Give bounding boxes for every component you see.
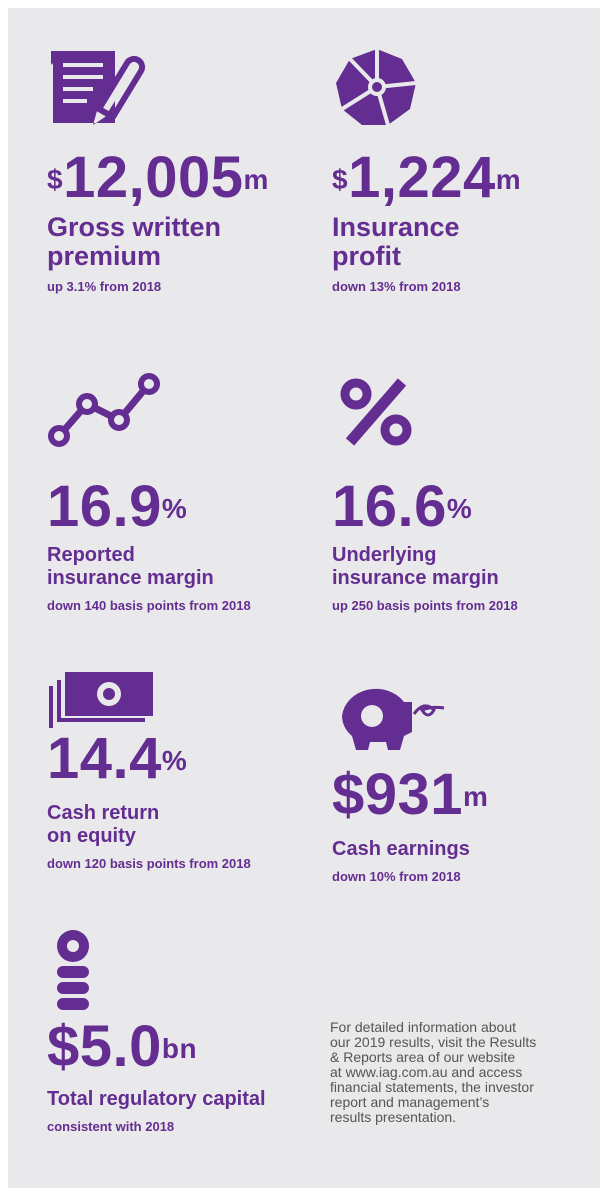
text: insurance margin [47,567,214,589]
text: insurance margin [332,567,499,589]
text: profit [332,241,401,271]
text: Gross written [47,212,222,242]
text: premium [47,241,162,271]
icon-document [51,51,146,125]
label: Reported insurance margin [47,544,251,590]
icon-line-chart [48,373,160,447]
text: 1,224 [348,145,496,210]
text: Cash return [47,802,160,824]
text: Underlying [332,544,437,566]
note: For detailed information about our 2019 r… [330,1020,570,1125]
icon-coins [57,930,89,1010]
icon-piggy-bank [342,688,445,750]
text: at www.iag.com.au and access [330,1064,523,1080]
label: Total regulatory capital [47,1088,266,1111]
text: 16.9 [47,474,162,539]
change: consistent with 2018 [47,1119,175,1134]
text: financial statements, the investor [330,1079,534,1095]
text: $5.0 [47,1014,162,1079]
stat-profit: $1,224m Insurance profit down 13% from 20… [332,45,521,294]
text: $ [47,164,64,195]
value: $931m [332,764,488,826]
panel [8,8,600,1188]
label: Cash earnings [332,838,488,861]
text: For detailed information about [330,1019,516,1035]
label: Gross written premium [47,213,269,271]
text: results presentation. [330,1109,457,1125]
text: bn [161,1033,198,1064]
change: down 120 basis points from 2018 [47,856,251,871]
stat-capital: $5.0bn Total regulatory capital consiste… [47,928,266,1134]
text: Cash earnings [332,838,470,860]
value: 14.4% [47,728,251,790]
value: 16.6% [332,476,518,538]
text: Total regulatory capital [47,1088,266,1110]
stat-reported-margin: 16.9% Reported insurance margin down 140 … [47,372,251,613]
stat-underlying-margin: 16.6% Underlying insurance margin up 250 … [332,372,518,613]
stat-cash-roe: 14.4% Cash return on equity down 120 basi… [47,668,251,871]
icon-umbrella [336,49,417,126]
text: m [243,164,269,195]
text: Reported [47,544,135,566]
value: $12,005m [47,147,269,209]
text: 12,005 [63,145,244,210]
label: Cash return on equity [47,802,251,848]
text: our 2019 results, visit the Results [330,1034,537,1050]
value: 16.9% [47,476,251,538]
value: $1,224m [332,147,521,209]
text: $ [332,164,349,195]
text: % [161,493,188,524]
text: Insurance [332,212,460,242]
text: m [495,164,522,195]
text: % [446,493,473,524]
change: up 3.1% from 2018 [47,279,162,294]
stat-cash-earnings: $931m Cash earnings down 10% from 2018 [332,680,488,884]
icon-cash [49,672,153,728]
text: 14.4 [47,726,162,791]
icon-percent [340,378,412,446]
text: 16.6 [332,474,447,539]
text: & Reports area of our website [330,1049,516,1065]
label: Insurance profit [332,213,521,271]
value: $5.0bn [47,1016,266,1078]
text: $931 [332,762,464,827]
stat-gwp: $12,005m Gross written premium up 3.1% fr… [47,45,269,294]
text: m [463,781,489,812]
label: Underlying insurance margin [332,544,518,590]
change: down 13% from 2018 [332,279,461,294]
change: down 10% from 2018 [332,869,461,884]
change: down 140 basis points from 2018 [47,598,251,613]
text: on equity [47,825,136,847]
change: up 250 basis points from 2018 [332,598,518,613]
text: % [161,745,188,776]
text: report and management’s [330,1094,490,1110]
